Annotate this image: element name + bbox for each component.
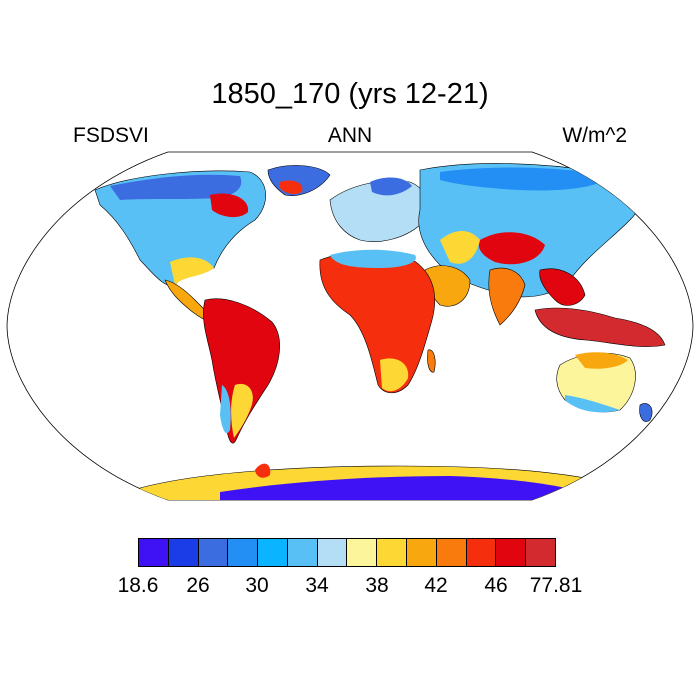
colorbar-swatch <box>168 539 199 566</box>
colorbar-swatch <box>466 539 497 566</box>
tibet <box>478 232 545 265</box>
map-title: 1850_170 (yrs 12-21) <box>211 78 489 110</box>
south-america-south <box>231 383 253 438</box>
units-label: W/m^2 <box>562 124 627 147</box>
new-zealand <box>639 403 653 422</box>
patagonia <box>220 385 231 434</box>
variable-label: FSDSVI <box>73 124 149 147</box>
antarctic-peninsula <box>255 463 271 478</box>
southern-africa <box>380 358 409 392</box>
colorbar-label: 34 <box>305 574 329 597</box>
colorbar-label: 46 <box>484 574 508 597</box>
colorbar-swatch <box>377 539 408 566</box>
colorbar-label: 42 <box>424 574 448 597</box>
australia-north <box>575 352 628 369</box>
scandinavia <box>370 177 412 196</box>
north-america-north <box>110 174 242 200</box>
hudson-region <box>210 193 249 218</box>
asia-mid <box>440 231 480 264</box>
colorbar-label: 77.81 <box>529 574 583 597</box>
southeast-asia <box>539 268 586 306</box>
australia-south <box>565 395 620 413</box>
north-africa <box>330 249 416 268</box>
colorbar-swatch <box>258 539 288 566</box>
colorbar-swatch <box>287 539 318 566</box>
antarctica-interior <box>220 476 575 500</box>
colorbar-swatch <box>526 539 555 566</box>
madagascar <box>427 349 436 373</box>
colorbar-swatch <box>407 539 437 566</box>
colorbar-swatch <box>496 539 527 566</box>
indonesia <box>534 307 666 347</box>
southeast-us <box>170 257 214 285</box>
colorbar <box>138 538 556 567</box>
period-label: ANN <box>327 124 373 147</box>
colorbar-label: 30 <box>245 574 269 597</box>
colorbar-swatch <box>347 539 378 566</box>
colorbar-label: 18.6 <box>117 574 159 597</box>
colorbar-swatch <box>317 539 348 566</box>
india <box>488 267 526 326</box>
colorbar-swatch <box>139 539 169 566</box>
siberia-north <box>440 167 610 191</box>
colorbar-swatch <box>228 539 259 566</box>
colorbar-label: 38 <box>365 574 389 597</box>
greenland-south <box>280 180 303 195</box>
colorbar-label: 26 <box>186 574 210 597</box>
colorbar-swatch <box>436 539 467 566</box>
asia <box>418 163 641 298</box>
colorbar-swatch <box>198 539 229 566</box>
